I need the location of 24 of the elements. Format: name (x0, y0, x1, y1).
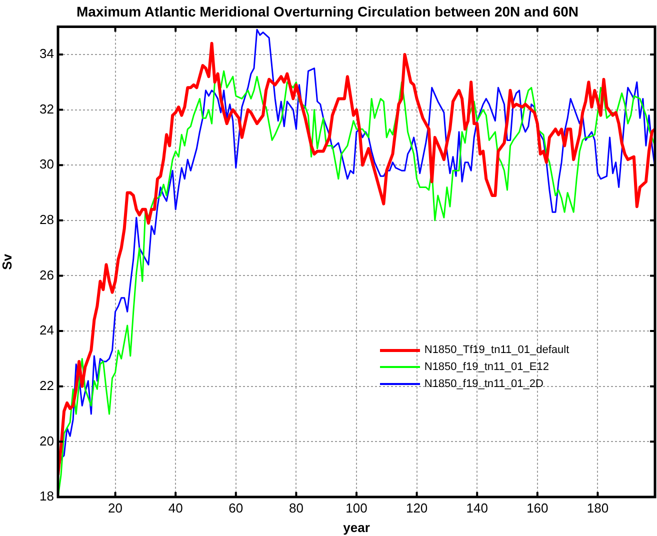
y-tick-label: 22 (40, 378, 54, 393)
x-tick-label: 20 (108, 500, 123, 516)
y-tick-label: 28 (40, 212, 54, 227)
x-tick-label: 60 (228, 500, 244, 516)
x-tick-label: 40 (168, 500, 183, 516)
y-tick-label: 30 (40, 156, 54, 172)
x-tick-label: 120 (406, 500, 428, 516)
legend-label: N1850_f19_tn11_01_E12 (424, 360, 549, 375)
legend-label: N1850_Tf19_tn11_01_default (424, 342, 570, 358)
y-tick-label: 34 (40, 46, 54, 62)
y-tick-label: 20 (40, 433, 54, 448)
x-tick-label: 80 (288, 500, 304, 516)
x-axis-title: year (343, 520, 370, 535)
y-tick-label: 26 (40, 267, 54, 282)
y-tick-label: 24 (40, 322, 54, 338)
y-axis-title: Sv (0, 253, 14, 270)
legend-label: N1850_f19_tn11_01_2D (424, 376, 544, 392)
x-tick-label: 180 (586, 500, 609, 516)
x-tick-label: 160 (526, 500, 548, 516)
x-tick-label: 100 (346, 500, 368, 516)
y-tick-label: 32 (40, 101, 54, 116)
chart-title: Maximum Atlantic Meridional Overturning Circulation between 20N and 60N (76, 3, 579, 20)
x-tick-label: 140 (466, 500, 488, 516)
y-tick-label: 18 (40, 488, 54, 504)
